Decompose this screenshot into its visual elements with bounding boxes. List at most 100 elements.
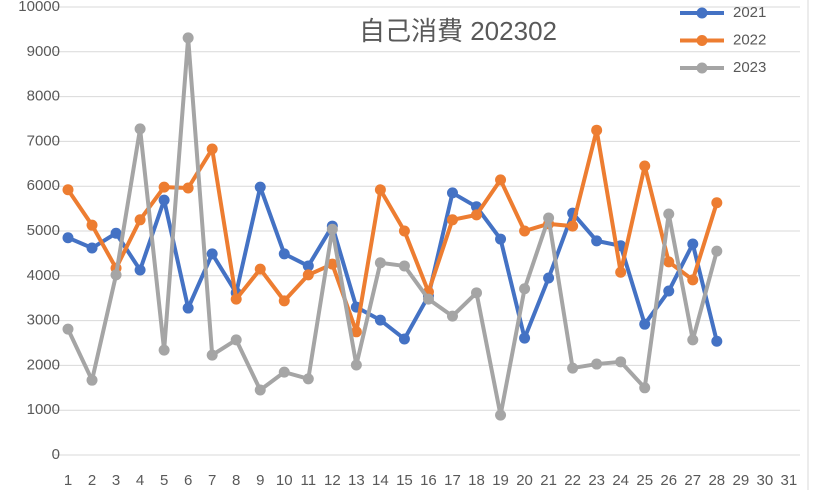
data-point bbox=[110, 227, 122, 239]
data-point bbox=[711, 335, 723, 347]
x-tick-label: 21 bbox=[540, 472, 557, 489]
x-tick-label: 1 bbox=[64, 472, 72, 489]
data-point bbox=[278, 366, 290, 378]
data-point bbox=[687, 238, 699, 250]
data-point bbox=[134, 214, 146, 226]
legend-label: 2023 bbox=[733, 59, 766, 76]
x-tick-label: 2 bbox=[88, 472, 96, 489]
data-point bbox=[663, 208, 675, 220]
data-point bbox=[206, 248, 218, 260]
data-point bbox=[591, 358, 603, 370]
x-tick-label: 25 bbox=[636, 472, 653, 489]
y-tick-label: 10000 bbox=[18, 0, 60, 15]
data-point bbox=[350, 359, 362, 371]
data-point bbox=[62, 323, 74, 335]
data-point bbox=[158, 181, 170, 193]
data-point bbox=[206, 143, 218, 155]
x-tick-label: 30 bbox=[757, 472, 774, 489]
data-point bbox=[591, 235, 603, 247]
y-tick-label: 6000 bbox=[27, 177, 60, 194]
series-line bbox=[66, 35, 719, 418]
y-tick-label: 1000 bbox=[27, 401, 60, 418]
data-point bbox=[182, 32, 194, 44]
data-point bbox=[591, 124, 603, 136]
data-point bbox=[615, 356, 627, 368]
data-point bbox=[326, 223, 338, 235]
data-point bbox=[446, 214, 458, 226]
legend-marker bbox=[696, 35, 708, 46]
data-point bbox=[639, 318, 651, 330]
x-tick-label: 7 bbox=[208, 472, 216, 489]
data-point bbox=[398, 333, 410, 345]
data-point bbox=[711, 197, 723, 209]
data-point bbox=[687, 334, 699, 346]
y-tick-label: 3000 bbox=[27, 312, 60, 329]
data-point bbox=[471, 209, 483, 221]
data-point bbox=[543, 212, 555, 224]
data-point bbox=[446, 187, 458, 199]
x-tick-label: 11 bbox=[301, 472, 317, 489]
data-point bbox=[495, 409, 507, 421]
data-point bbox=[639, 160, 651, 172]
data-point bbox=[62, 232, 74, 244]
data-point bbox=[326, 258, 338, 270]
data-point bbox=[398, 225, 410, 237]
data-point bbox=[302, 373, 314, 385]
x-tick-label: 13 bbox=[348, 472, 365, 489]
y-tick-label: 8000 bbox=[27, 88, 60, 105]
data-point bbox=[182, 302, 194, 314]
x-tick-label: 26 bbox=[660, 472, 677, 489]
x-tick-label: 14 bbox=[372, 472, 389, 489]
data-point bbox=[639, 382, 651, 394]
legend-marker bbox=[696, 62, 708, 74]
data-point bbox=[62, 184, 74, 196]
x-tick-label: 5 bbox=[160, 472, 168, 489]
data-point bbox=[86, 374, 98, 386]
data-point bbox=[446, 310, 458, 322]
chart-title: 自己消費 202302 bbox=[359, 16, 557, 46]
x-tick-label: 12 bbox=[324, 472, 341, 489]
data-point bbox=[254, 384, 266, 396]
legend-label: 2021 bbox=[733, 4, 766, 21]
x-tick-label: 19 bbox=[492, 472, 509, 489]
data-point bbox=[254, 181, 266, 193]
x-tick-label: 27 bbox=[684, 472, 701, 489]
data-point bbox=[422, 293, 434, 305]
data-point bbox=[495, 174, 507, 186]
legend-label: 2022 bbox=[733, 31, 766, 48]
data-point bbox=[206, 349, 218, 361]
data-point bbox=[374, 314, 386, 326]
data-point bbox=[663, 256, 675, 268]
data-point bbox=[519, 225, 531, 237]
data-point bbox=[567, 362, 579, 374]
data-point bbox=[663, 285, 675, 297]
data-point bbox=[567, 220, 579, 232]
data-point bbox=[687, 274, 699, 286]
y-tick-label: 9000 bbox=[27, 43, 60, 60]
x-tick-label: 22 bbox=[564, 472, 581, 489]
data-point bbox=[134, 264, 146, 276]
data-point bbox=[254, 263, 266, 275]
y-tick-label: 5000 bbox=[27, 222, 60, 239]
data-point bbox=[158, 194, 170, 206]
y-tick-label: 7000 bbox=[27, 132, 60, 149]
data-point bbox=[182, 182, 194, 194]
data-point bbox=[374, 257, 386, 269]
data-point bbox=[278, 295, 290, 307]
data-point bbox=[230, 293, 242, 305]
data-point bbox=[615, 266, 627, 278]
x-tick-label: 20 bbox=[516, 472, 533, 489]
x-tick-label: 18 bbox=[468, 472, 485, 489]
data-point bbox=[110, 269, 122, 281]
data-point bbox=[471, 287, 483, 299]
data-point bbox=[302, 260, 314, 272]
y-tick-label: 4000 bbox=[27, 267, 60, 284]
data-point bbox=[86, 219, 98, 231]
data-point bbox=[519, 283, 531, 295]
data-point bbox=[398, 260, 410, 272]
series-line bbox=[67, 185, 719, 342]
data-point bbox=[543, 272, 555, 284]
x-tick-label: 4 bbox=[136, 472, 144, 489]
x-tick-label: 8 bbox=[232, 472, 240, 489]
